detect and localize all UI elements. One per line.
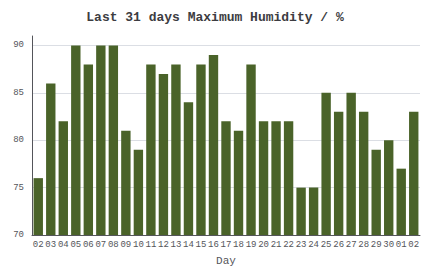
svg-text:10: 10 — [133, 240, 144, 250]
svg-text:08: 08 — [108, 240, 119, 250]
svg-text:Last 31 days Maximum Humidity: Last 31 days Maximum Humidity / % — [86, 10, 344, 25]
svg-text:21: 21 — [271, 240, 282, 250]
svg-text:16: 16 — [208, 240, 219, 250]
svg-text:25: 25 — [321, 240, 332, 250]
svg-text:02: 02 — [408, 240, 419, 250]
svg-text:14: 14 — [183, 240, 194, 250]
svg-text:29: 29 — [371, 240, 382, 250]
svg-text:18: 18 — [233, 240, 244, 250]
svg-text:26: 26 — [333, 240, 344, 250]
svg-text:04: 04 — [58, 240, 69, 250]
svg-text:80: 80 — [13, 135, 24, 145]
svg-text:12: 12 — [158, 240, 169, 250]
svg-text:15: 15 — [196, 240, 207, 250]
svg-text:17: 17 — [221, 240, 232, 250]
svg-text:05: 05 — [70, 240, 81, 250]
svg-text:75: 75 — [13, 183, 24, 193]
svg-text:27: 27 — [346, 240, 357, 250]
svg-text:85: 85 — [13, 88, 24, 98]
svg-text:30: 30 — [383, 240, 394, 250]
svg-text:20: 20 — [258, 240, 269, 250]
svg-text:23: 23 — [296, 240, 307, 250]
svg-text:Day: Day — [216, 255, 236, 267]
svg-text:70: 70 — [13, 230, 24, 240]
svg-text:09: 09 — [120, 240, 131, 250]
svg-text:19: 19 — [246, 240, 257, 250]
svg-text:03: 03 — [45, 240, 56, 250]
svg-text:02: 02 — [33, 240, 44, 250]
svg-text:13: 13 — [171, 240, 182, 250]
svg-text:01: 01 — [396, 240, 407, 250]
svg-text:24: 24 — [308, 240, 319, 250]
svg-text:06: 06 — [83, 240, 94, 250]
svg-text:07: 07 — [95, 240, 106, 250]
svg-text:28: 28 — [358, 240, 369, 250]
svg-text:90: 90 — [13, 40, 24, 50]
svg-text:22: 22 — [283, 240, 294, 250]
svg-text:11: 11 — [145, 240, 156, 250]
